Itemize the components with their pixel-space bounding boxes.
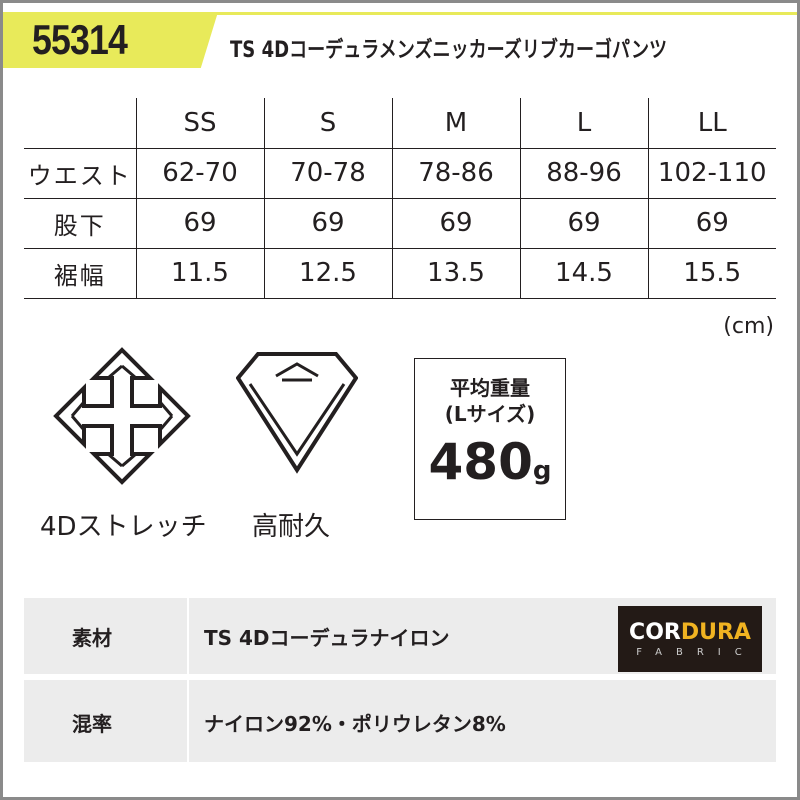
weight-size-note: (Lサイズ) <box>444 402 536 426</box>
cell: 69 <box>391 197 521 249</box>
code-badge <box>3 12 218 68</box>
col-header: L <box>519 98 649 149</box>
cell: 13.5 <box>391 247 521 299</box>
cell: 12.5 <box>263 247 393 299</box>
cell: 102-110 <box>647 147 776 199</box>
cell: 62-70 <box>135 147 265 199</box>
cell: 69 <box>135 197 265 249</box>
weight-value: 480 <box>428 433 533 491</box>
col-header: S <box>263 98 393 149</box>
cell: 78-86 <box>391 147 521 199</box>
spec-row-composition: 混率 ナイロン92%・ポリウレタン8% <box>24 680 776 762</box>
cell: 15.5 <box>647 247 776 299</box>
spec-key: 混率 <box>72 712 112 736</box>
unit-label: (cm) <box>723 314 774 339</box>
col-header: LL <box>647 98 776 149</box>
row-label: 裾幅 <box>24 247 137 299</box>
table-row: ウエスト 62-70 70-78 78-86 88-96 102-110 <box>24 147 776 199</box>
spec-value: ナイロン92%・ポリウレタン8% <box>204 712 506 736</box>
header-accent-line <box>3 12 797 15</box>
four-way-arrows-icon <box>53 347 191 485</box>
cell: 69 <box>519 197 649 249</box>
size-table: SS S M L LL ウエスト 62-70 70-78 78-86 88-96… <box>24 98 776 299</box>
row-label: ウエスト <box>24 147 137 199</box>
product-code: 55314 <box>32 16 128 63</box>
diamond-icon <box>236 352 358 474</box>
product-title: TS 4Dコーデュラメンズニッカーズリブカーゴパンツ <box>230 38 668 63</box>
cell: 88-96 <box>519 147 649 199</box>
cell: 14.5 <box>519 247 649 299</box>
table-header-row: SS S M L LL <box>24 98 776 149</box>
table-row: 股下 69 69 69 69 69 <box>24 197 776 249</box>
spec-key: 素材 <box>72 626 112 650</box>
table-row: 裾幅 11.5 12.5 13.5 14.5 15.5 <box>24 247 776 299</box>
weight-unit: g <box>532 456 552 486</box>
weight-box: 平均重量 (Lサイズ) 480g <box>414 358 566 520</box>
col-header: M <box>391 98 521 149</box>
row-label: 股下 <box>24 197 137 249</box>
cell: 69 <box>263 197 393 249</box>
feature-label-durable: 高耐久 <box>252 512 331 542</box>
feature-label-stretch: 4Dストレッチ <box>40 512 207 542</box>
cell: 11.5 <box>135 247 265 299</box>
spec-value: TS 4Dコーデュラナイロン <box>204 626 450 650</box>
cordura-logo: CORDURA FABRIC <box>618 606 762 672</box>
weight-title: 平均重量 <box>450 376 530 400</box>
cell: 70-78 <box>263 147 393 199</box>
cell: 69 <box>647 197 776 249</box>
col-header: SS <box>135 98 265 149</box>
